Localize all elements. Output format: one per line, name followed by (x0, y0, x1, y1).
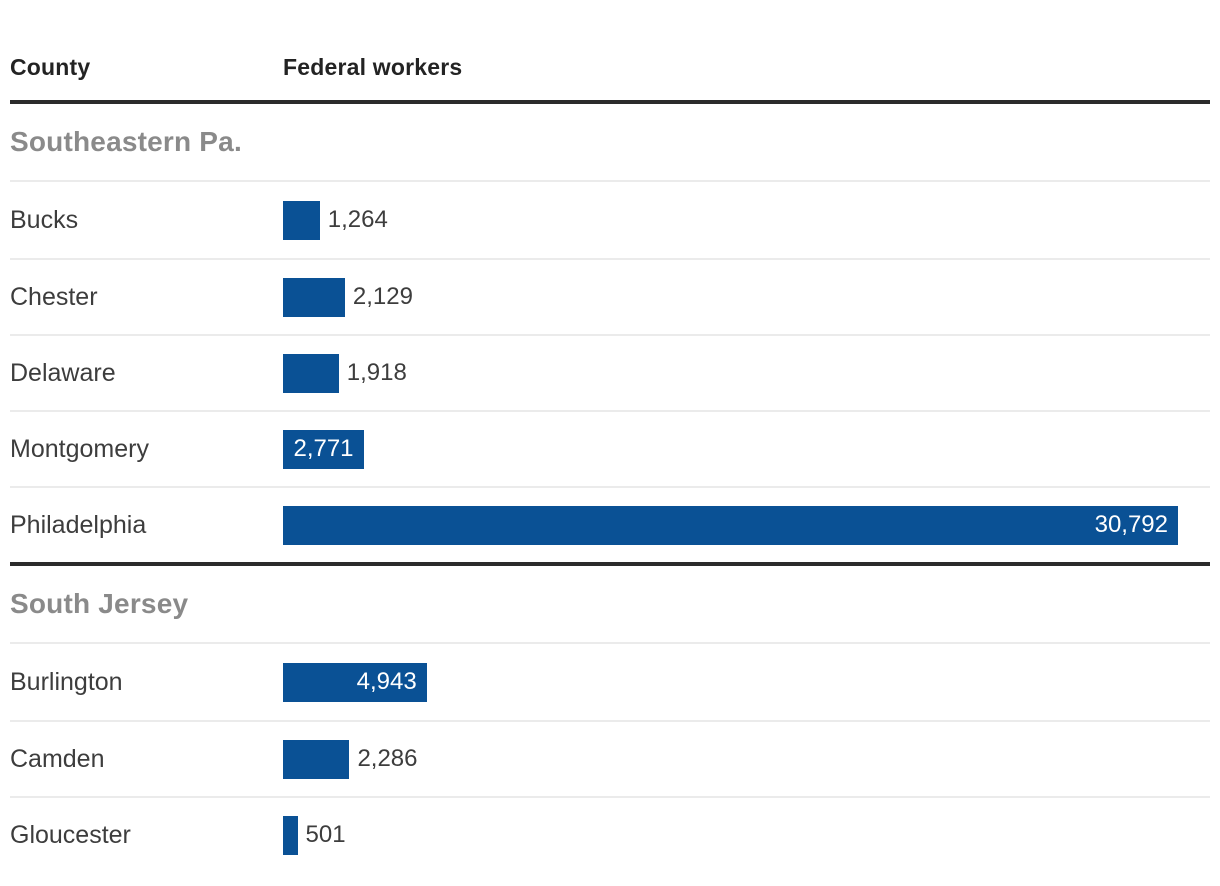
bar-value-label-inside: 4,943 (356, 668, 417, 695)
county-label: Delaware (10, 358, 116, 387)
chart-body: Southeastern Pa. Bucks 1,264 Chester 2,1… (10, 100, 1210, 872)
county-row: Bucks 1,264 (10, 182, 1210, 258)
federal-workers-bar (283, 739, 350, 779)
federal-workers-column-header: Federal workers (283, 54, 463, 80)
county-label: Camden (10, 744, 105, 773)
bar-value-label-inside: 30,792 (1094, 511, 1168, 538)
county-row: Burlington 4,943 (10, 644, 1210, 720)
federal-workers-bar (283, 277, 345, 317)
county-row: Delaware 1,918 (10, 334, 1210, 410)
federal-workers-bar (283, 200, 320, 240)
bar-value-label-outside: 501 (305, 821, 346, 848)
bar-value-label-inside: 2,771 (293, 435, 354, 462)
county-row: Montgomery 2,771 (10, 410, 1210, 486)
bar-area: 1,918 (283, 336, 1210, 410)
bar-value-label-outside: 1,918 (346, 359, 407, 386)
bar-area: 2,129 (283, 260, 1210, 334)
bar-area: 1,264 (283, 182, 1210, 258)
table-header: County Federal workers (10, 0, 1210, 100)
federal-workers-bar: 4,943 (283, 662, 427, 702)
county-row: Philadelphia 30,792 (10, 486, 1210, 562)
federal-workers-bar: 30,792 (283, 505, 1178, 545)
region-section: South Jersey Burlington 4,943 Camden 2,2… (10, 562, 1210, 872)
region-rows: Bucks 1,264 Chester 2,129 Delaware 1,918… (10, 182, 1210, 562)
county-column-header: County (10, 54, 91, 80)
bar-area: 30,792 (283, 488, 1210, 562)
county-label: Montgomery (10, 434, 149, 463)
county-label: Gloucester (10, 820, 131, 849)
region-title: Southeastern Pa. (10, 104, 1210, 182)
county-label: Bucks (10, 205, 79, 234)
county-label: Philadelphia (10, 510, 147, 539)
county-label: Burlington (10, 667, 123, 696)
region-rows: Burlington 4,943 Camden 2,286 Gloucester… (10, 644, 1210, 872)
region-section: Southeastern Pa. Bucks 1,264 Chester 2,1… (10, 100, 1210, 562)
county-row: Camden 2,286 (10, 720, 1210, 796)
federal-workers-bar: 2,771 (283, 429, 364, 469)
bar-area: 501 (283, 798, 1210, 872)
bar-area: 4,943 (283, 644, 1210, 720)
bar-value-label-outside: 2,129 (352, 283, 413, 310)
bar-value-label-outside: 1,264 (327, 206, 388, 233)
county-row: Chester 2,129 (10, 258, 1210, 334)
county-row: Gloucester 501 (10, 796, 1210, 872)
federal-workers-bar (283, 815, 298, 855)
bar-value-label-outside: 2,286 (357, 745, 418, 772)
region-title: South Jersey (10, 566, 1210, 644)
county-label: Chester (10, 282, 98, 311)
bar-area: 2,286 (283, 722, 1210, 796)
federal-workers-bar (283, 353, 339, 393)
bar-area: 2,771 (283, 412, 1210, 486)
